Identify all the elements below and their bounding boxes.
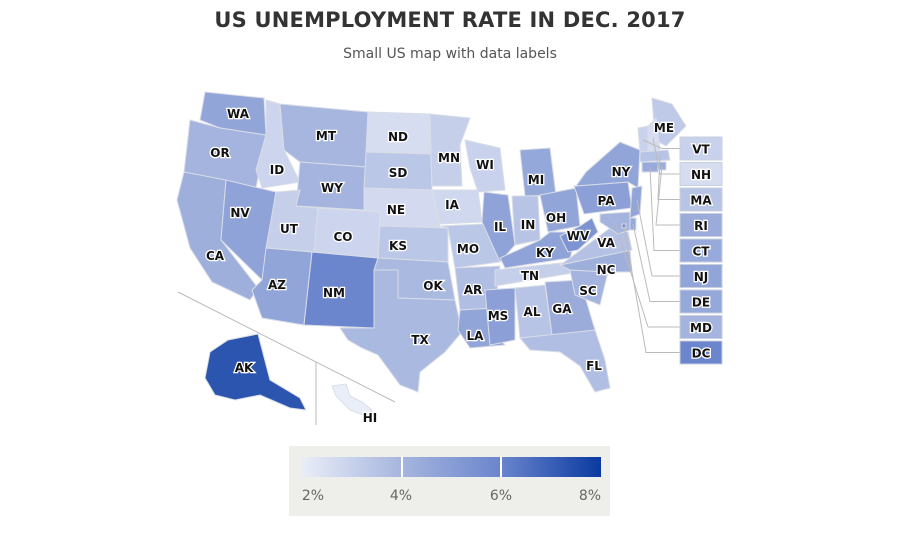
state-label-pa: PA bbox=[598, 194, 616, 208]
state-oh[interactable] bbox=[539, 187, 581, 233]
state-label-nd: ND bbox=[388, 130, 408, 144]
state-label-mn: MN bbox=[438, 151, 460, 165]
state-label-ia: IA bbox=[445, 198, 459, 212]
state-label-ar: AR bbox=[464, 283, 483, 297]
state-fl[interactable] bbox=[519, 329, 611, 393]
state-box-ma[interactable] bbox=[679, 187, 723, 212]
state-box-nj[interactable] bbox=[679, 264, 723, 288]
state-label-me: ME bbox=[654, 121, 674, 135]
chart-subtitle: Small US map with data labels bbox=[343, 46, 557, 62]
state-label-ut: UT bbox=[280, 222, 299, 236]
state-label-oh: OH bbox=[546, 211, 566, 225]
state-label-sc: SC bbox=[579, 284, 597, 298]
state-label-al: AL bbox=[524, 305, 541, 319]
state-label-ks: KS bbox=[389, 239, 407, 253]
state-label-ms: MS bbox=[488, 309, 509, 323]
state-label-md: MD bbox=[690, 321, 712, 335]
state-wv[interactable] bbox=[559, 217, 599, 253]
state-label-vt: VT bbox=[692, 143, 710, 157]
state-label-ny: NY bbox=[612, 165, 631, 179]
state-label-ma: MA bbox=[690, 194, 712, 208]
state-label-wa: WA bbox=[227, 107, 250, 121]
state-label-wy: WY bbox=[321, 181, 343, 195]
state-label-ga: GA bbox=[552, 302, 572, 316]
legend-gradient bbox=[301, 457, 601, 477]
state-label-hi: HI bbox=[363, 411, 378, 425]
state-label-nv: NV bbox=[230, 206, 250, 220]
state-label-sd: SD bbox=[389, 166, 408, 180]
legend-tick: 8% bbox=[578, 488, 602, 504]
legend-divider bbox=[500, 457, 502, 477]
state-label-tx: TX bbox=[411, 333, 429, 347]
state-il[interactable] bbox=[481, 191, 516, 263]
state-label-wi: WI bbox=[476, 158, 494, 172]
leader-line-nj bbox=[636, 199, 680, 277]
state-label-ok: OK bbox=[423, 279, 443, 293]
state-box-nh[interactable] bbox=[679, 162, 723, 186]
state-label-id: ID bbox=[270, 163, 284, 177]
state-label-ak: AK bbox=[235, 361, 254, 375]
state-ak[interactable] bbox=[204, 333, 307, 411]
state-nj[interactable] bbox=[629, 185, 643, 219]
state-box-md[interactable] bbox=[679, 315, 723, 339]
state-label-ne: NE bbox=[387, 203, 405, 217]
state-label-mo: MO bbox=[457, 242, 479, 256]
state-label-nj: NJ bbox=[694, 270, 709, 284]
state-label-wv: WV bbox=[567, 229, 590, 243]
state-label-in: IN bbox=[521, 218, 536, 232]
state-label-il: IL bbox=[494, 220, 506, 234]
state-ma[interactable] bbox=[639, 149, 671, 163]
state-label-ca: CA bbox=[206, 249, 225, 263]
state-label-nm: NM bbox=[323, 286, 345, 300]
state-label-or: OR bbox=[210, 146, 229, 160]
legend-tick: 2% bbox=[301, 488, 325, 504]
legend-tick: 4% bbox=[389, 488, 413, 504]
state-tx[interactable] bbox=[339, 269, 463, 393]
state-mo[interactable] bbox=[439, 223, 501, 269]
state-label-ct: CT bbox=[693, 245, 711, 259]
state-label-nc: NC bbox=[597, 263, 616, 277]
state-label-mi: MI bbox=[528, 173, 544, 187]
legend-divider bbox=[401, 457, 403, 477]
state-label-nh: NH bbox=[691, 168, 711, 182]
chart-title: US UNEMPLOYMENT RATE IN DEC. 2017 bbox=[214, 8, 686, 32]
state-box-dc[interactable] bbox=[679, 340, 723, 365]
state-mn[interactable] bbox=[429, 113, 471, 187]
state-ms[interactable] bbox=[484, 287, 516, 346]
state-box-ri[interactable] bbox=[679, 213, 723, 237]
state-label-ky: KY bbox=[536, 246, 554, 260]
state-hi[interactable] bbox=[331, 383, 373, 417]
state-mi[interactable] bbox=[519, 147, 557, 197]
leader-line-vt bbox=[642, 139, 680, 149]
state-label-dc: DC bbox=[692, 347, 711, 361]
state-vt[interactable] bbox=[637, 125, 649, 153]
leader-line-md bbox=[614, 221, 680, 328]
color-legend: 2% 4% 6% 8% bbox=[289, 446, 610, 516]
inset-divider bbox=[177, 291, 396, 403]
state-ny[interactable] bbox=[574, 141, 641, 189]
state-label-tn: TN bbox=[521, 269, 539, 283]
state-va[interactable] bbox=[559, 227, 633, 266]
state-wi[interactable] bbox=[464, 139, 506, 193]
leader-line-nh bbox=[652, 137, 680, 175]
legend-tick: 6% bbox=[489, 488, 513, 504]
state-label-fl: FL bbox=[586, 359, 602, 373]
state-label-de: DE bbox=[692, 296, 710, 310]
state-label-co: CO bbox=[333, 230, 352, 244]
leader-line-ct bbox=[649, 166, 680, 251]
state-label-az: AZ bbox=[268, 278, 286, 292]
state-label-la: LA bbox=[467, 329, 485, 343]
leader-line-ri bbox=[655, 165, 680, 226]
state-label-va: VA bbox=[597, 236, 615, 250]
leader-line-ma bbox=[657, 155, 680, 200]
state-box-de[interactable] bbox=[679, 289, 723, 314]
leader-line-dc bbox=[623, 225, 680, 353]
leader-line-de bbox=[632, 223, 680, 302]
state-box-vt[interactable] bbox=[679, 136, 723, 161]
state-label-ri: RI bbox=[694, 219, 708, 233]
state-label-mt: MT bbox=[316, 129, 337, 143]
state-box-ct[interactable] bbox=[679, 238, 723, 263]
